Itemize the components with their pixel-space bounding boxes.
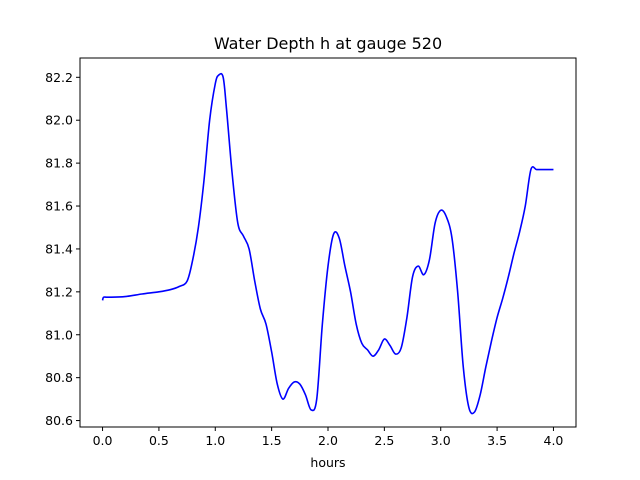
x-axis-label: hours: [310, 455, 345, 470]
x-tick-label: 0.5: [149, 433, 169, 448]
x-tick-label: 4.0: [544, 433, 564, 448]
y-axis: 80.6 80.8 81.0 81.2 81.4 81.6 81.8 82.0 82.2: [45, 70, 80, 428]
x-tick-label: 2.5: [374, 433, 394, 448]
chart-title: Water Depth h at gauge 520: [214, 34, 442, 53]
y-tick-label: 81.6: [45, 199, 73, 214]
x-axis: 0.0 0.5 1.0 1.5 2.0 2.5 3.0 3.5 4.0: [93, 427, 564, 448]
y-tick-label: 80.6: [45, 413, 73, 428]
plot-area: [101, 72, 554, 415]
y-tick-label: 82.0: [45, 113, 73, 128]
x-tick-label: 1.5: [262, 433, 282, 448]
y-tick-label: 81.4: [45, 241, 73, 256]
y-tick-label: 82.2: [45, 70, 73, 85]
x-tick-label: 2.0: [318, 433, 338, 448]
y-tick-label: 81.0: [45, 327, 73, 342]
y-tick-label: 81.8: [45, 156, 73, 171]
x-tick-label: 1.0: [205, 433, 225, 448]
x-tick-label: 3.0: [431, 433, 451, 448]
y-tick-label: 81.2: [45, 284, 73, 299]
series-line: [101, 72, 554, 415]
x-tick-label: 3.5: [487, 433, 507, 448]
x-tick-label: 0.0: [93, 433, 113, 448]
y-tick-label: 80.8: [45, 370, 73, 385]
